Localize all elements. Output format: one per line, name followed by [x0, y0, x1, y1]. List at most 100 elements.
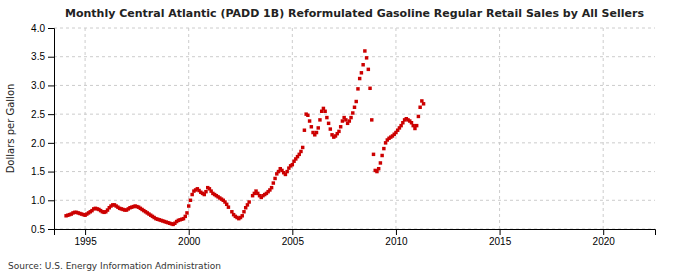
- point: [325, 116, 328, 119]
- point: [323, 110, 326, 113]
- point: [291, 163, 294, 166]
- y-tick-label: 3.5: [31, 51, 45, 62]
- x-tick: 2000: [178, 229, 201, 247]
- x-tick: 1995: [74, 229, 97, 247]
- grid-line: [54, 28, 655, 29]
- point: [184, 215, 187, 218]
- point: [299, 150, 302, 153]
- point: [377, 167, 380, 170]
- grid-line: [54, 142, 655, 143]
- point: [337, 130, 340, 133]
- y-axis: 0.5 1.0 1.5 2.0 2.5 3.0 3.5 4.0: [31, 23, 54, 235]
- point: [356, 87, 359, 90]
- point: [417, 115, 420, 118]
- point: [367, 68, 370, 71]
- point: [372, 153, 375, 156]
- annotation: Source: U.S. Energy Information Administ…: [8, 261, 221, 271]
- y-tick: 2.5: [31, 109, 54, 120]
- x-tick-mark: [396, 229, 397, 235]
- y-tick: 2.0: [31, 138, 54, 149]
- point: [272, 181, 275, 184]
- grid-line: [499, 28, 500, 229]
- point: [306, 114, 309, 117]
- title: Monthly Central Atlantic (PADD 1B) Refor…: [65, 7, 644, 20]
- y-axis-title: Dollars per Gallon: [5, 84, 16, 174]
- point: [379, 161, 382, 164]
- point: [380, 154, 383, 157]
- point: [187, 204, 190, 207]
- grid-line: [54, 171, 655, 172]
- x-tick-label: 2010: [385, 236, 408, 247]
- point: [353, 106, 356, 109]
- point: [351, 111, 354, 114]
- y-tick-label: 1.5: [31, 166, 45, 177]
- y-tick-mark: [48, 85, 54, 86]
- grid-line: [54, 85, 655, 86]
- y-tick-mark: [48, 28, 54, 29]
- grid-line: [54, 56, 655, 57]
- x-tick-mark: [189, 229, 190, 235]
- point: [361, 63, 364, 66]
- x-tick-mark: [603, 229, 604, 235]
- point: [285, 170, 288, 173]
- point: [418, 106, 421, 109]
- point: [339, 125, 342, 128]
- point: [247, 200, 250, 203]
- point: [415, 124, 418, 127]
- point: [327, 122, 330, 125]
- point: [354, 100, 357, 103]
- point: [349, 116, 352, 119]
- point: [308, 119, 311, 122]
- point: [370, 118, 373, 121]
- point: [310, 125, 313, 128]
- x-tick-label: 1995: [74, 236, 97, 247]
- x-tick: 2010: [385, 229, 408, 247]
- y-tick: 1.5: [31, 166, 54, 177]
- y-tick: 0.5: [31, 224, 54, 235]
- x-tick-label: 2005: [282, 236, 305, 247]
- x-tick-label: 2000: [178, 236, 201, 247]
- y-tick: 3.0: [31, 80, 54, 91]
- y-tick-label: 1.0: [31, 195, 45, 206]
- x-axis-line: [55, 230, 656, 236]
- y-tick-mark: [48, 229, 54, 230]
- y-axis-line: [48, 29, 55, 230]
- point: [344, 118, 347, 121]
- point: [190, 193, 193, 196]
- grid-line: [54, 200, 655, 201]
- grid: [54, 28, 655, 229]
- grid-line: [85, 28, 86, 229]
- y-tick: 4.0: [31, 23, 54, 34]
- point: [189, 199, 192, 202]
- y-tick-mark: [48, 172, 54, 173]
- point: [242, 210, 245, 213]
- point: [365, 56, 368, 59]
- y-tick-label: 0.5: [31, 224, 45, 235]
- point: [227, 205, 230, 208]
- point: [301, 146, 304, 149]
- plot-area: 1995200020052010201520200.51.01.52.02.53…: [31, 23, 655, 247]
- x-tick: 2020: [593, 229, 616, 247]
- y-tick-mark: [48, 143, 54, 144]
- y-tick-label: 2.5: [31, 109, 45, 120]
- y-tick: 3.5: [31, 51, 54, 62]
- point: [303, 128, 306, 131]
- x-tick-label: 2020: [593, 236, 616, 247]
- point: [273, 177, 276, 180]
- point: [241, 214, 244, 217]
- y-tick-mark: [48, 200, 54, 201]
- point: [318, 118, 321, 121]
- point: [358, 77, 361, 80]
- x-tick-mark: [500, 229, 501, 235]
- marks: [64, 49, 425, 226]
- point: [204, 190, 207, 193]
- point: [341, 119, 344, 122]
- point: [382, 147, 385, 150]
- point: [422, 102, 425, 105]
- x-axis: 199520002005201020152020: [55, 229, 656, 247]
- y-tick-label: 4.0: [31, 23, 45, 34]
- point: [368, 87, 371, 90]
- x-tick: 2005: [282, 229, 305, 247]
- point: [360, 71, 363, 74]
- y-tick-mark: [48, 114, 54, 115]
